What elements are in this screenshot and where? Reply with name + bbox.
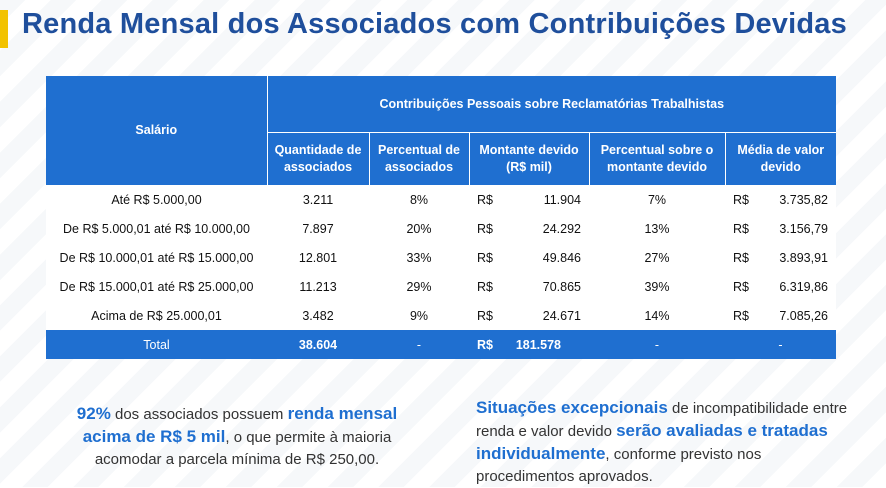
- note-left-text-2: , o que permite à maioria acomodar a par…: [94, 429, 392, 468]
- header-salario: Salário: [46, 76, 268, 185]
- cell-percentual: 33%: [369, 243, 469, 272]
- note-left-pct: 92%: [76, 404, 111, 423]
- total-percentual: -: [369, 330, 469, 359]
- total-row: Total 38.604 - R$ 181.578 - -: [46, 330, 837, 359]
- currency-symbol: R$: [733, 308, 749, 323]
- note-exceptional-cases: Situações excepcionais de incompatibilid…: [476, 397, 861, 488]
- table-row: Até R$ 5.000,00 3.211 8% R$ 11.904 7% R$ 3…: [46, 185, 837, 214]
- cell-quantidade: 12.801: [267, 243, 369, 272]
- header-montante: Montante devido (R$ mil): [469, 132, 590, 185]
- table-row: De R$ 5.000,01 até R$ 10.000,00 7.897 20…: [46, 214, 837, 243]
- media-value: 7.085,26: [779, 308, 829, 323]
- table-row: Acima de R$ 25.000,01 3.482 9% R$ 24.671 …: [46, 301, 837, 330]
- cell-media: R$ 6.319,86: [725, 272, 837, 301]
- currency-symbol: R$: [477, 250, 493, 265]
- total-media: -: [725, 330, 837, 359]
- note-right-highlight-1: Situações excepcionais: [476, 398, 668, 417]
- header-pct-montante: Percentual sobre o montante devido: [589, 132, 726, 185]
- currency-symbol: R$: [477, 337, 493, 352]
- note-left-highlight: renda mensal acima de R$ 5 mil: [82, 404, 398, 446]
- note-left-text-1: dos associados possuem: [110, 406, 288, 423]
- montante-value: 11.904: [543, 192, 581, 207]
- cell-quantidade: 11.213: [267, 272, 369, 301]
- title-accent-bar: [0, 10, 8, 48]
- currency-symbol: R$: [477, 192, 493, 207]
- total-montante: R$ 181.578: [469, 330, 589, 359]
- currency-symbol: R$: [733, 192, 749, 207]
- montante-value: 24.292: [542, 221, 581, 236]
- cell-montante: R$ 11.904: [469, 185, 589, 214]
- cell-salario: De R$ 10.000,01 até R$ 15.000,00: [46, 243, 267, 272]
- header-media: Média de valor devido: [725, 132, 837, 185]
- note-income-majority: 92% dos associados possuem renda mensal …: [52, 403, 422, 471]
- total-montante-value: 181.578: [515, 337, 561, 352]
- cell-pct-montante: 39%: [589, 272, 725, 301]
- media-value: 3.735,82: [779, 192, 829, 207]
- currency-symbol: R$: [733, 279, 749, 294]
- cell-montante: R$ 49.846: [469, 243, 589, 272]
- header-quantidade: Quantidade de associados: [267, 132, 370, 185]
- cell-media: R$ 7.085,26: [725, 301, 837, 330]
- media-value: 6.319,86: [779, 279, 829, 294]
- currency-symbol: R$: [733, 250, 749, 265]
- table-row: De R$ 10.000,01 até R$ 15.000,00 12.801 …: [46, 243, 837, 272]
- cell-media: R$ 3.156,79: [725, 214, 837, 243]
- currency-symbol: R$: [733, 221, 749, 236]
- cell-media: R$ 3.893,91: [725, 243, 837, 272]
- total-pct-montante: -: [589, 330, 725, 359]
- cell-percentual: 9%: [369, 301, 469, 330]
- cell-percentual: 20%: [369, 214, 469, 243]
- montante-value: 24.671: [542, 308, 581, 323]
- cell-montante: R$ 24.292: [469, 214, 589, 243]
- cell-percentual: 29%: [369, 272, 469, 301]
- montante-value: 70.865: [542, 279, 581, 294]
- cell-quantidade: 3.211: [267, 185, 369, 214]
- cell-quantidade: 7.897: [267, 214, 369, 243]
- currency-symbol: R$: [477, 279, 493, 294]
- media-value: 3.893,91: [779, 250, 829, 265]
- total-label: Total: [46, 330, 267, 359]
- cell-pct-montante: 13%: [589, 214, 725, 243]
- cell-media: R$ 3.735,82: [725, 185, 837, 214]
- cell-quantidade: 3.482: [267, 301, 369, 330]
- note-right-highlight-2: serão avaliadas e tratadas individualmen…: [476, 421, 828, 463]
- note-right-text-2: , conforme previsto nos procedimentos ap…: [476, 446, 762, 485]
- cell-salario: Acima de R$ 25.000,01: [46, 301, 267, 330]
- cell-pct-montante: 14%: [589, 301, 725, 330]
- note-right-text-1: de incompatibilidade entre renda e valor…: [476, 400, 848, 440]
- cell-pct-montante: 27%: [589, 243, 725, 272]
- cell-pct-montante: 7%: [589, 185, 725, 214]
- page-title: Renda Mensal dos Associados com Contribu…: [22, 8, 847, 40]
- total-quantidade: 38.604: [267, 330, 369, 359]
- cell-montante: R$ 24.671: [469, 301, 589, 330]
- header-percentual: Percentual de associados: [369, 132, 470, 185]
- media-value: 3.156,79: [779, 221, 829, 236]
- montante-value: 49.846: [542, 250, 581, 265]
- contributions-table: Salário Contribuições Pessoais sobre Rec…: [46, 76, 837, 359]
- currency-symbol: R$: [477, 308, 493, 323]
- contributions-table-container: Salário Contribuições Pessoais sobre Rec…: [46, 76, 837, 359]
- cell-salario: Até R$ 5.000,00: [46, 185, 267, 214]
- cell-salario: De R$ 5.000,01 até R$ 10.000,00: [46, 214, 267, 243]
- header-group: Contribuições Pessoais sobre Reclamatóri…: [267, 76, 837, 133]
- currency-symbol: R$: [477, 221, 493, 236]
- table-row: De R$ 15.000,01 até R$ 25.000,00 11.213 …: [46, 272, 837, 301]
- cell-salario: De R$ 15.000,01 até R$ 25.000,00: [46, 272, 267, 301]
- cell-montante: R$ 70.865: [469, 272, 589, 301]
- cell-percentual: 8%: [369, 185, 469, 214]
